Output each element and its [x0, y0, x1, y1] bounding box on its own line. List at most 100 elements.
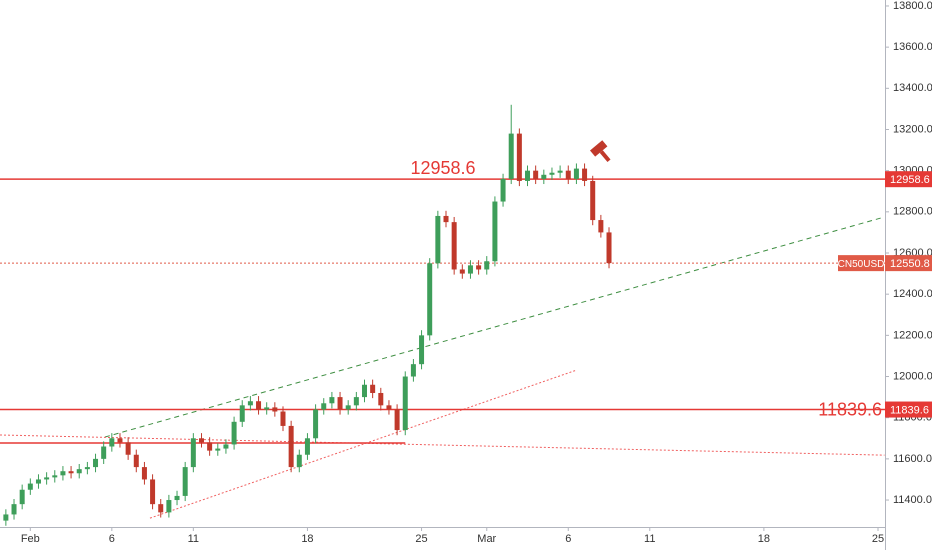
candle-body [296, 454, 302, 468]
price-tag-label: 11839.6 [890, 404, 929, 416]
candle-body [272, 407, 278, 412]
price-tag [885, 255, 932, 272]
y-tick-label: 13400.0 [893, 82, 932, 94]
candle-body [500, 178, 506, 202]
candle-body [231, 421, 237, 445]
candle-body [345, 405, 351, 410]
candle-body [68, 471, 74, 474]
candle-body [508, 133, 514, 179]
candle-body [44, 477, 50, 480]
candle-body [117, 438, 123, 443]
candle-body [35, 479, 41, 484]
candle-body [190, 438, 196, 468]
trend-line [0, 434, 885, 456]
candle-body [386, 405, 392, 410]
candle-body [459, 269, 465, 274]
candle-body [492, 201, 498, 262]
candle-body [443, 215, 449, 223]
candle-body [3, 514, 9, 521]
y-tick-label: 13800.0 [893, 0, 932, 12]
candle-body [573, 168, 579, 179]
trend-line [149, 369, 577, 519]
candle-body [394, 409, 400, 431]
candle-body [304, 438, 310, 455]
x-tick-label: 18 [301, 533, 313, 545]
candle-body [101, 446, 107, 459]
candle-body [182, 467, 188, 496]
line-label: 12958.6 [410, 158, 475, 178]
candle-body [402, 376, 408, 431]
candle-body [410, 364, 416, 377]
candle-body [606, 232, 612, 264]
candle-body [565, 170, 571, 179]
candle-body [549, 172, 555, 175]
candle-body [93, 458, 99, 468]
candle-body [321, 403, 327, 410]
x-tick-label: 6 [565, 533, 571, 545]
candle-body [215, 448, 221, 451]
candle-body [19, 489, 25, 505]
candle-body [370, 384, 376, 393]
candle-body [158, 504, 164, 513]
candle-body [133, 454, 139, 468]
price-tag [885, 171, 932, 188]
hammer-icon [590, 140, 611, 163]
candle-body [598, 220, 604, 233]
candle-body [590, 180, 596, 221]
candle-body [264, 407, 270, 410]
candle-body [207, 442, 213, 451]
y-tick-label: 12800.0 [893, 206, 932, 218]
candle-body [166, 500, 172, 513]
candle-body [525, 170, 531, 181]
candle-body [84, 467, 90, 470]
x-tick-label: 25 [415, 533, 427, 545]
price-tag [885, 401, 932, 418]
candle-body [467, 265, 473, 274]
candle-body [60, 471, 66, 476]
candle-body [174, 495, 180, 501]
candle-body [247, 401, 253, 406]
candle-body [288, 425, 294, 468]
candle-body [353, 397, 359, 406]
candle-body [533, 170, 539, 179]
symbol-tag [838, 255, 884, 272]
candle-body [557, 170, 563, 173]
candle-body [329, 397, 335, 404]
candle-body [484, 261, 490, 270]
y-tick-label: 13200.0 [893, 123, 932, 135]
candle-body [150, 479, 156, 505]
y-tick-label: 11400.0 [893, 494, 932, 506]
y-tick-label: 12400.0 [893, 288, 932, 300]
candle-body [516, 133, 522, 181]
x-tick-label: 11 [644, 533, 655, 545]
candle-body [361, 384, 367, 398]
candle-body [280, 411, 286, 426]
y-tick-label: 11600.0 [893, 453, 932, 465]
y-tick-label: 13600.0 [893, 41, 932, 53]
candle-body [541, 174, 547, 179]
candle-body [435, 215, 441, 264]
candle-body [451, 222, 457, 270]
x-tick-label: 18 [758, 533, 770, 545]
x-tick-label: Mar [477, 533, 496, 545]
candle-body [256, 401, 262, 410]
candle-body [11, 504, 17, 515]
candle-body [125, 442, 131, 455]
candle-body [582, 168, 588, 181]
y-tick-label: 12000.0 [893, 370, 932, 382]
candle-body [427, 263, 433, 336]
candle-body [239, 405, 245, 422]
line-label: 11839.6 [818, 399, 882, 419]
y-tick-label: 12600.0 [893, 247, 932, 259]
y-tick-label: 12200.0 [893, 329, 932, 341]
x-tick-label: Feb [21, 533, 40, 545]
x-tick-label: 11 [188, 533, 199, 545]
candle-body [198, 438, 204, 443]
candle-body [419, 335, 425, 365]
candle-body [76, 469, 82, 474]
candle-body [337, 397, 343, 410]
candle-body [141, 467, 147, 480]
price-tag-label: 12958.6 [890, 174, 930, 186]
